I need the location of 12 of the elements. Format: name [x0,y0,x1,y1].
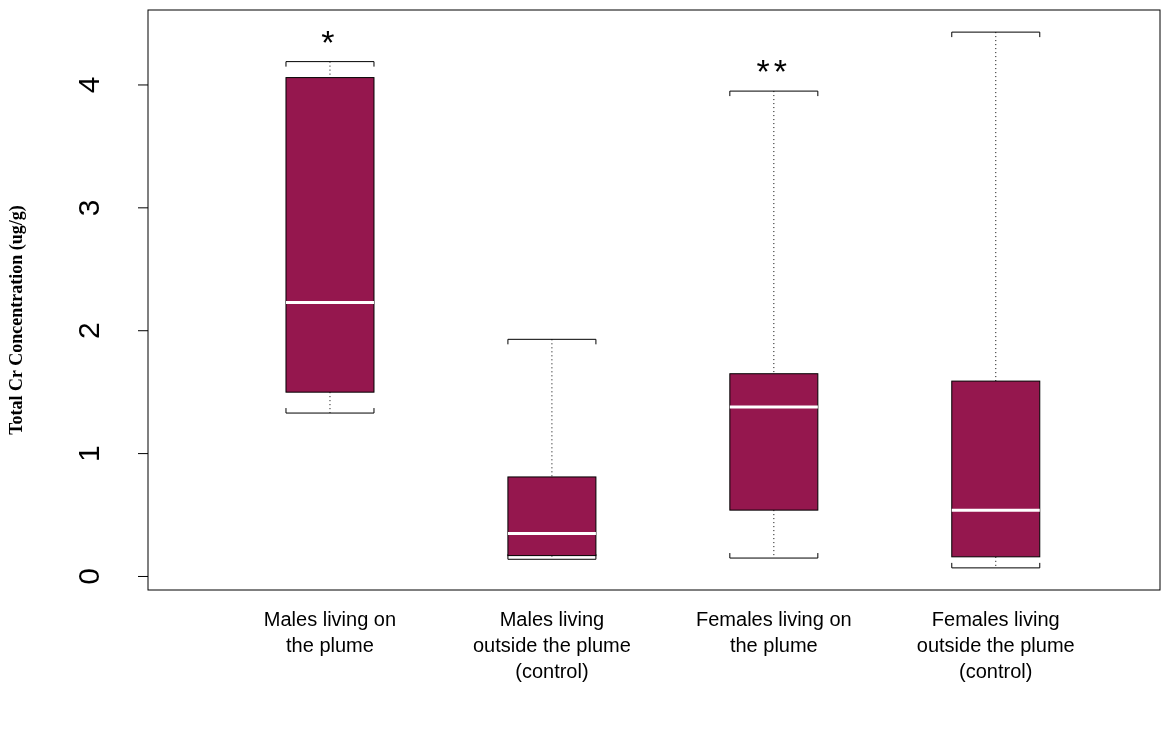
y-tick-label: 1 [71,445,105,462]
y-tick-label: 2 [71,322,105,340]
y-axis-title: Total Cr Concentration (ug/g) [6,205,27,435]
x-tick-label: Males living outside the plume (control) [472,608,631,682]
x-tick-label: Males living on the plume [263,608,397,656]
y-tick-label: 4 [71,76,105,94]
annotation: ** [756,52,792,91]
y-tick-label: 3 [71,199,105,217]
annotation: * [321,22,339,61]
x-tick-label: Females living on the plume [696,608,852,656]
x-tick-label: Females living outside the plume (control) [916,608,1075,682]
y-tick-label: 0 [71,568,105,585]
